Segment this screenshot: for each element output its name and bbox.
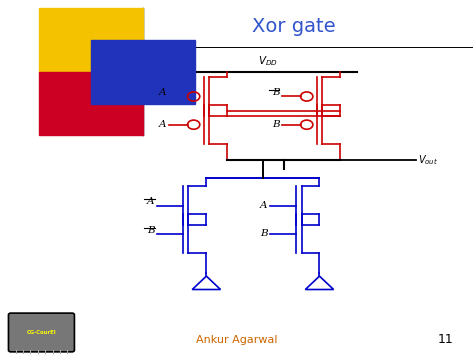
Bar [39, 72, 143, 135]
Text: B: B [147, 225, 155, 235]
Text: Ankur Agarwal: Ankur Agarwal [196, 334, 278, 344]
Text: CG-CourEI: CG-CourEI [27, 330, 56, 335]
Bar [39, 9, 143, 72]
Text: A: A [159, 120, 166, 129]
Text: B: B [260, 229, 268, 238]
Text: Xor gate: Xor gate [252, 17, 336, 36]
Text: $V_{DD}$: $V_{DD}$ [258, 54, 278, 67]
Text: A: A [159, 88, 166, 97]
Text: A: A [260, 201, 268, 210]
Text: 11: 11 [438, 333, 454, 346]
FancyBboxPatch shape [9, 313, 74, 352]
Bar [91, 40, 195, 104]
Text: $V_{out}$: $V_{out}$ [419, 153, 438, 167]
Text: B: B [272, 88, 279, 97]
Text: A: A [147, 197, 155, 206]
Text: B: B [272, 120, 279, 129]
